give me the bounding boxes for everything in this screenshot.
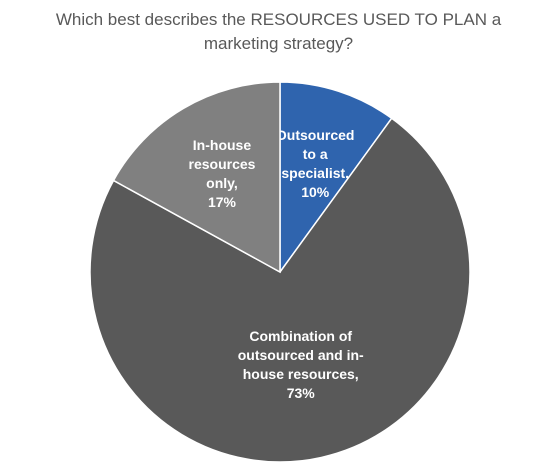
data-label: Combination of outsourced and in-house r… xyxy=(226,315,376,415)
value-label: 10% xyxy=(301,183,330,200)
data-label: Outsourced to a specialist, 10% xyxy=(268,111,363,216)
value-label: 17% xyxy=(207,193,236,210)
category-label: Combination of outsourced and in-house r… xyxy=(237,327,364,382)
chart-title: Which best describes the RESOURCES USED … xyxy=(55,10,502,53)
pie-slice xyxy=(89,117,471,463)
data-label: In-house resources only, 17% xyxy=(174,121,269,226)
category-label: Outsourced to a specialist, xyxy=(275,126,355,181)
data-label-box: In-house resources only, 17% xyxy=(174,121,269,226)
category-label: In-house resources only, xyxy=(188,136,256,191)
pie-slice xyxy=(279,81,393,275)
value-label: 73% xyxy=(286,384,315,401)
data-label-box: Outsourced to a specialist, 10% xyxy=(268,111,363,216)
pie-slice xyxy=(112,81,281,274)
data-label-box: Combination of outsourced and in-house r… xyxy=(226,315,376,415)
